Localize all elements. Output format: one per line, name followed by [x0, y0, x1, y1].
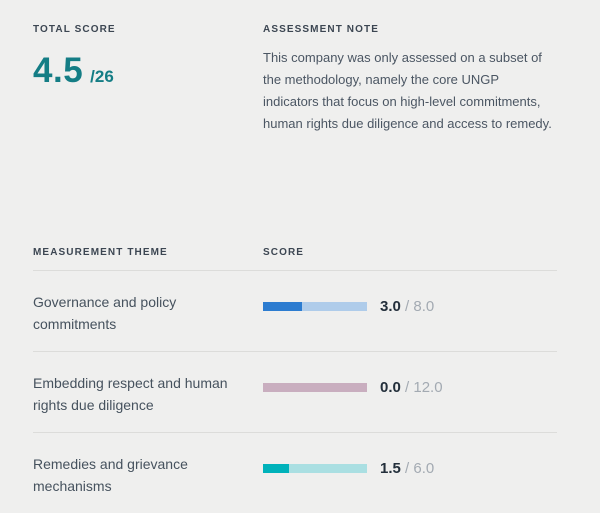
- score-table-body: Governance and policy commitments 3.0 / …: [33, 271, 557, 513]
- score-max: / 12.0: [400, 378, 443, 396]
- theme-column-header: MEASUREMENT THEME: [33, 247, 168, 258]
- theme-label: Remedies and grievance mechanisms: [33, 456, 188, 494]
- score-bar-fill: [263, 463, 289, 473]
- score-bar-track: [263, 301, 367, 311]
- score-max: / 6.0: [400, 459, 435, 477]
- score-value: 1.5: [380, 459, 401, 477]
- score-text: 3.0 / 8.0: [380, 298, 434, 315]
- theme-label: Governance and policy commitments: [33, 294, 177, 332]
- theme-label: Embedding respect and human rights due d…: [33, 375, 228, 413]
- score-cell: 3.0 / 8.0: [263, 295, 434, 317]
- total-score-block: TOTAL SCORE 4.5 /26: [33, 24, 263, 135]
- score-cell: 0.0 / 12.0: [263, 376, 443, 398]
- table-row: Embedding respect and human rights due d…: [33, 352, 557, 433]
- assessment-note-block: ASSESSMENT NOTE This company was only as…: [263, 24, 557, 135]
- total-score-label: TOTAL SCORE: [33, 24, 116, 35]
- summary-section: TOTAL SCORE 4.5 /26 ASSESSMENT NOTE This…: [33, 24, 557, 135]
- score-text: 0.0 / 12.0: [380, 379, 443, 396]
- score-bar-fill: [263, 301, 302, 311]
- total-score-max: /26: [90, 67, 114, 86]
- scorecard-page: TOTAL SCORE 4.5 /26 ASSESSMENT NOTE This…: [33, 24, 557, 494]
- score-value: 3.0: [380, 297, 401, 315]
- score-bar-track: [263, 382, 367, 392]
- score-bar-track: [263, 463, 367, 473]
- total-score-value: 4.5: [33, 51, 84, 90]
- score-table-header: MEASUREMENT THEME SCORE: [33, 247, 557, 271]
- table-row: Remedies and grievance mechanisms 1.5 / …: [33, 433, 557, 513]
- score-text: 1.5 / 6.0: [380, 460, 434, 477]
- score-cell: 1.5 / 6.0: [263, 457, 434, 479]
- assessment-note-text: This company was only assessed on a subs…: [263, 50, 552, 131]
- table-row: Governance and policy commitments 3.0 / …: [33, 271, 557, 352]
- score-value: 0.0: [380, 378, 401, 396]
- score-column-header: SCORE: [263, 247, 305, 258]
- score-max: / 8.0: [400, 297, 435, 315]
- total-score-line: 4.5 /26: [33, 51, 263, 91]
- assessment-note-label: ASSESSMENT NOTE: [263, 24, 379, 35]
- score-table: MEASUREMENT THEME SCORE Governance and p…: [33, 247, 557, 513]
